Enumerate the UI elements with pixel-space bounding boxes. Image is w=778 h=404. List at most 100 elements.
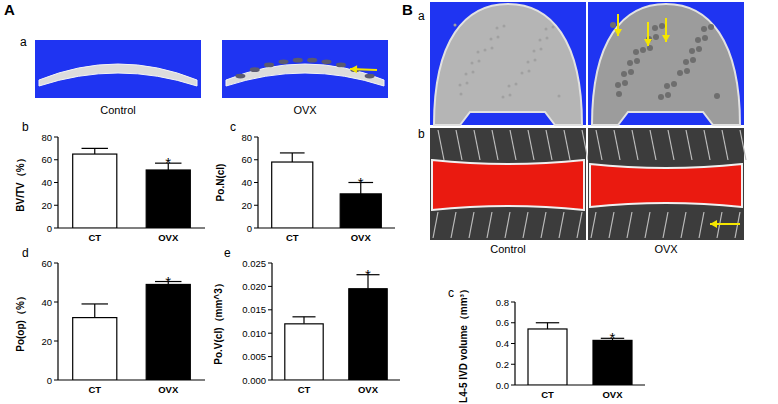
plot-area [73,148,191,228]
trabecula [540,48,543,51]
bar-chart: dPo(op)（%）0204060CTOVX* [15,246,205,395]
trabecula [528,70,531,73]
trabecula [686,130,692,160]
category-label: CT [298,384,311,395]
trabecula [539,39,542,42]
images [35,2,746,240]
trabecula [438,130,444,160]
tick-label: 60 [41,258,52,269]
trabecula [615,82,621,88]
pore [365,74,375,79]
error-cap [82,148,108,149]
tick-label: 40 [41,177,52,188]
trabecula [665,92,671,98]
trabecula [609,212,614,238]
bar-chart: cPo.N(cl)020406080CTOVX* [215,120,395,243]
trabecula [466,82,469,85]
vertebra [434,4,582,125]
trabecula [492,130,498,160]
trabecula [628,69,634,75]
pore [307,58,317,63]
panel-letter: a [418,9,425,23]
tick-label: 0 [47,375,52,386]
vertebra [592,4,740,125]
trabecula [478,60,481,63]
trabecula [456,130,462,160]
pore [250,67,260,72]
bar [146,170,190,228]
category-label: OVX [158,232,179,243]
bar-chart: cL4-5 IVD volume（mm³）0.00.20.40.60.8CTOV… [448,284,645,403]
scan-background [222,40,388,98]
category-label: OVX [358,384,379,395]
trabecula [459,84,462,87]
scan-background [430,128,586,240]
tick-label: 20 [241,200,252,211]
trabecula [596,130,602,160]
significance-mark: * [165,154,171,171]
tick-label: 40 [41,297,52,308]
tick-label: 0 [47,223,52,234]
category-label: CT [286,232,299,243]
trabecula [505,212,510,238]
bar [73,318,117,380]
trabecula [699,212,704,238]
trabecula [652,25,658,31]
trabecula [433,212,438,238]
caption: OVX [654,243,678,255]
trabecula [650,130,656,160]
trabecula [472,71,475,74]
trabecula [521,72,524,75]
scan-background [588,2,744,125]
trabecula [545,28,548,31]
error-cap [82,303,108,304]
panel-letter: b [22,120,29,134]
bar [146,284,190,380]
trabecula [454,24,457,27]
tick-label: 0.010 [242,328,266,339]
tick-label: 0.005 [242,351,266,362]
trabecula [627,60,633,66]
trabecula [668,130,674,160]
bar-chart: ePo.V(cl)（mm^3）0.0000.0050.0100.0150.020… [213,246,400,395]
category-label: OVX [351,232,372,243]
caption: Control [100,104,135,116]
error-bar [303,317,304,324]
bar [73,154,117,228]
significance-mark: * [358,174,364,191]
panel-letter: a [20,35,27,49]
pore [278,59,288,64]
pore [322,59,332,64]
arrow-head [710,220,717,228]
trabecula [503,25,506,28]
scan-background [430,2,586,125]
trabecula [722,130,728,160]
caption: Control [490,243,525,255]
panel-letter: c [448,286,454,300]
trabecula [510,130,516,160]
trabecula [658,94,664,100]
arrow-head [662,35,670,42]
panel-letter: b [418,127,425,141]
tick-label: 0.8 [496,297,509,308]
axis-label: BV/TV（%） [15,153,26,211]
trabecula [621,71,627,77]
scan-background [35,40,201,98]
trabecula [497,36,500,39]
pore [293,58,303,63]
trabecula [460,93,463,96]
tick-label: 0.6 [496,317,509,328]
figure: ABaabControlOVXControlOVXbBV/TV（%）020406… [0,0,778,404]
axis-label: Po.N(cl) [215,164,226,202]
trabecula [582,130,588,160]
trabecula [546,130,552,160]
y-axis [514,302,515,385]
trabecula [610,22,616,28]
pore [264,63,274,68]
trabecula [552,26,555,29]
trabecula [683,59,689,65]
significance-mark: * [610,329,616,346]
tick-label: 20 [41,200,52,211]
tick-label: 20 [41,336,52,347]
tick-label: 0.025 [242,258,266,269]
